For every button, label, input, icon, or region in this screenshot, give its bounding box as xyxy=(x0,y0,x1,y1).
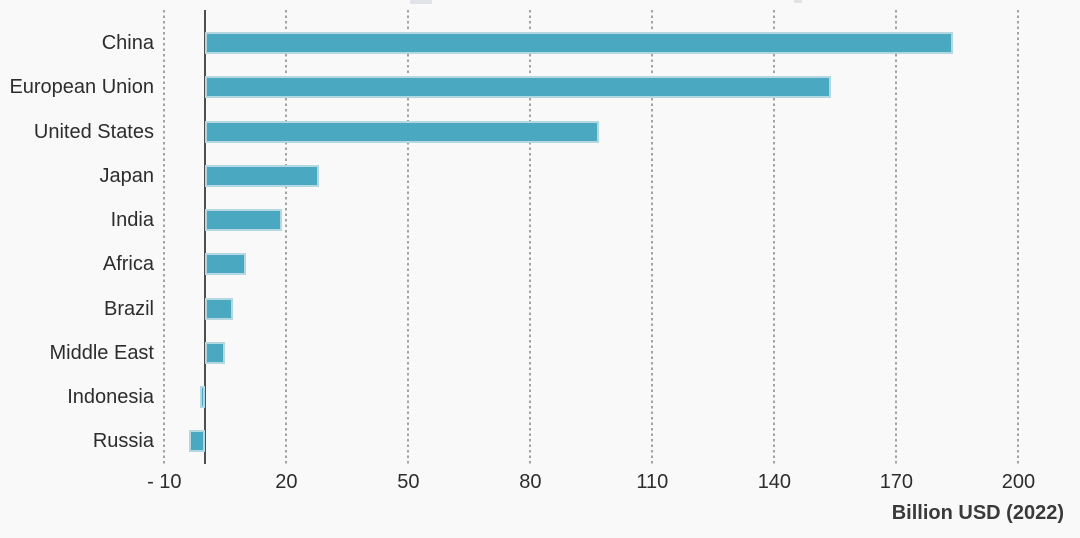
category-label: Indonesia xyxy=(67,386,154,409)
category-label: European Union xyxy=(9,76,154,99)
bar-india xyxy=(205,209,283,232)
gridline xyxy=(773,10,776,464)
bar-japan xyxy=(205,164,319,187)
category-label: Brazil xyxy=(103,297,154,320)
x-tick-label: 140 xyxy=(757,471,792,493)
gridline xyxy=(285,10,288,464)
x-tick-label: 110 xyxy=(636,471,669,493)
x-tick-label: 80 xyxy=(519,471,542,493)
gridline xyxy=(163,10,166,464)
x-tick-label: 50 xyxy=(397,471,420,493)
bar-middle-east xyxy=(205,341,226,364)
cropped-title-artifact xyxy=(410,0,432,4)
gridline xyxy=(407,10,410,464)
x-tick-label: 170 xyxy=(879,471,914,493)
bar-brazil xyxy=(205,297,234,320)
bar-africa xyxy=(205,253,246,276)
gridline xyxy=(1017,10,1020,464)
category-label: China xyxy=(101,32,154,54)
x-tick-label: 200 xyxy=(1001,471,1036,493)
category-label: Japan xyxy=(99,164,155,187)
bar-china xyxy=(205,32,954,54)
x-tick-label: - 10 xyxy=(147,471,182,493)
category-label: India xyxy=(110,209,154,232)
bar-european-union xyxy=(205,76,832,99)
x-tick-label: 20 xyxy=(275,471,298,493)
category-label: United States xyxy=(33,120,154,143)
zero-axis-line xyxy=(204,10,206,464)
cropped-title-artifact xyxy=(794,0,802,3)
bar-russia xyxy=(188,430,205,453)
bar-indonesia xyxy=(199,386,205,409)
gridline xyxy=(895,10,898,464)
gridline xyxy=(529,10,532,464)
gridline xyxy=(651,10,654,464)
category-label: Russia xyxy=(92,430,154,453)
category-label: Africa xyxy=(102,253,154,276)
bar-united-states xyxy=(205,120,600,143)
x-axis-title: Billion USD (2022) xyxy=(891,502,1064,524)
category-label: Middle East xyxy=(49,341,155,364)
